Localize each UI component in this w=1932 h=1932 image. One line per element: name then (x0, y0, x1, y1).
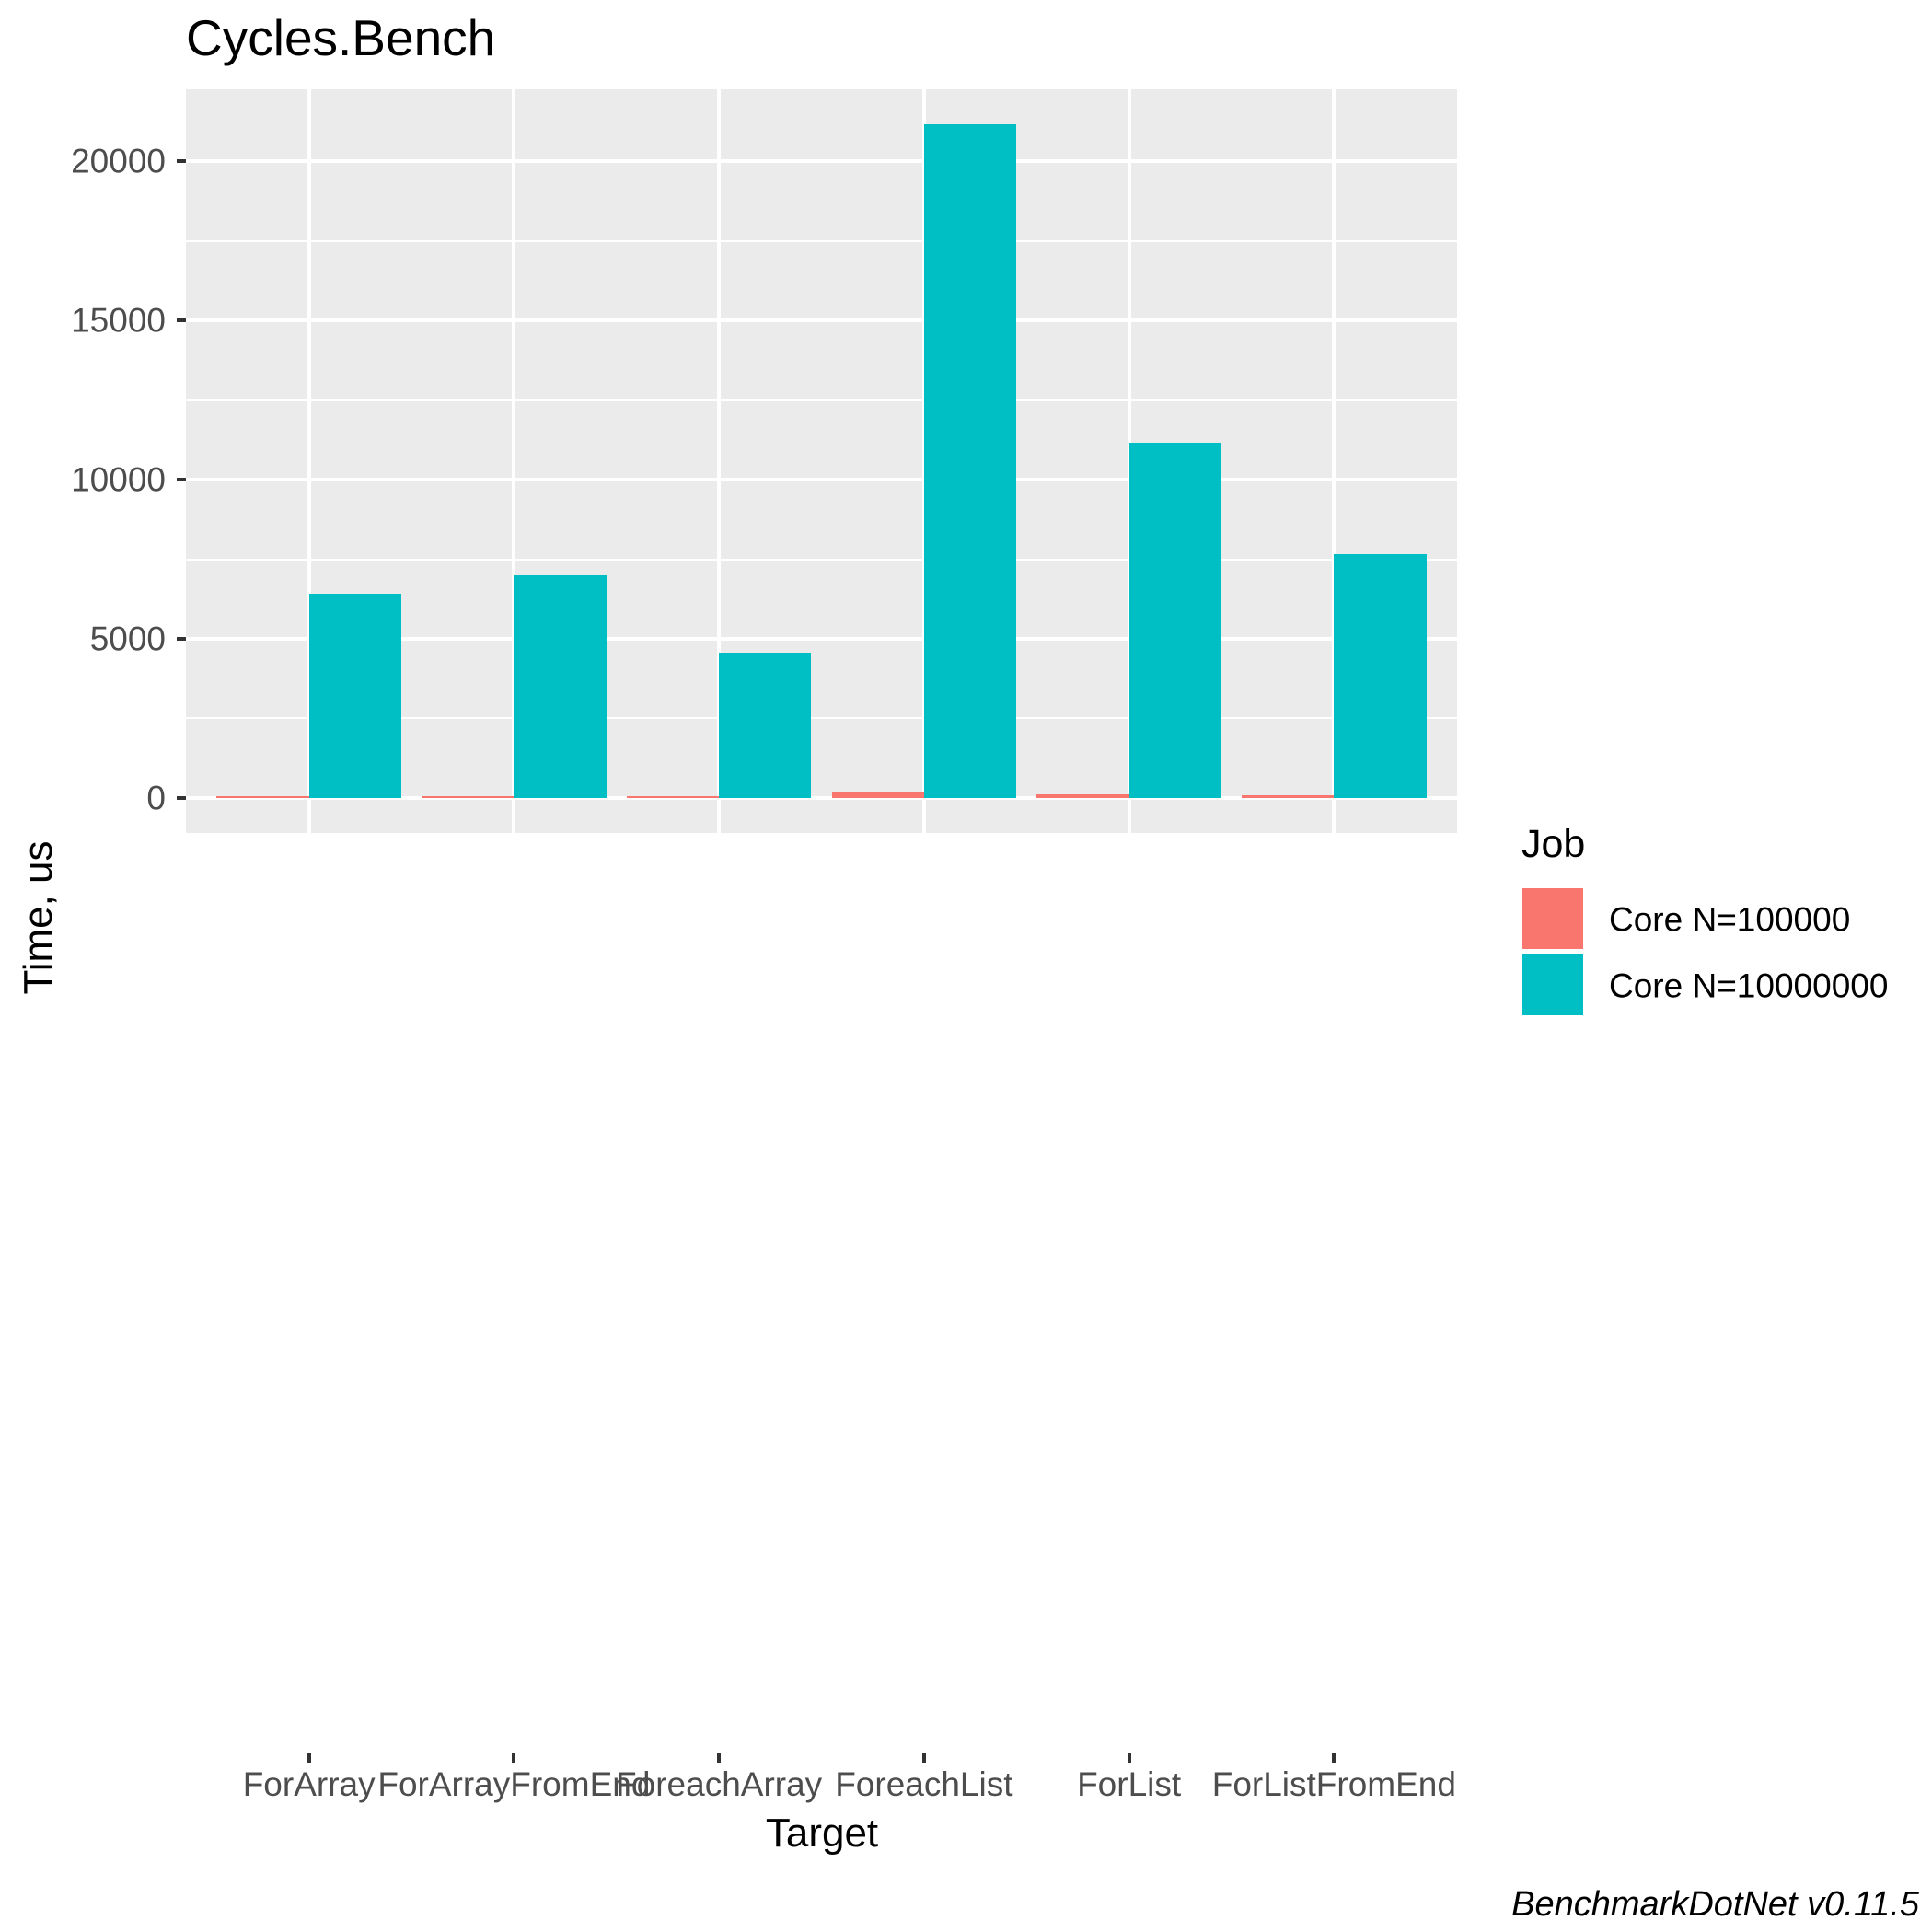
y-tick-mark (177, 795, 186, 800)
major-gridline (186, 795, 1457, 800)
bar-forarrayfromend-series-1 (422, 795, 515, 798)
x-tick-mark (307, 1753, 311, 1763)
plot-panel (186, 89, 1457, 833)
minor-gridline (186, 399, 1457, 401)
vertical-gridline (1332, 89, 1336, 833)
y-tick-label: 0 (146, 779, 166, 817)
minor-gridline (186, 239, 1457, 242)
x-axis-title: Target (765, 1811, 879, 1856)
bar-foreacharray-series-1 (626, 796, 720, 798)
x-tick-label: ForArrayFromEnd (377, 1765, 651, 1803)
y-tick-label: 5000 (89, 619, 166, 658)
y-axis-title: Time, us (16, 840, 61, 995)
legend-key-swatch-core-n-10000000 (1522, 954, 1583, 1015)
bar-foreacharray-series-2 (719, 653, 812, 798)
x-tick-label: ForListFromEnd (1211, 1765, 1456, 1803)
legend-key-swatch-core-n-100000 (1522, 888, 1583, 949)
x-tick-mark (717, 1753, 722, 1763)
y-tick-label: 10000 (71, 460, 166, 499)
bar-forlistfromend-series-1 (1242, 795, 1335, 798)
bar-forarray-series-2 (308, 593, 401, 798)
caption: BenchmarkDotNet v0.11.5 (1511, 1885, 1919, 1924)
minor-gridline (186, 717, 1457, 720)
y-tick-mark (177, 318, 186, 323)
y-tick-label: 15000 (71, 301, 166, 340)
minor-gridline (186, 558, 1457, 561)
y-tick-mark (177, 478, 186, 482)
y-tick-label: 20000 (71, 142, 166, 180)
x-tick-label: ForList (1077, 1765, 1182, 1803)
vertical-gridline (307, 89, 311, 833)
legend-title: Job (1521, 822, 1586, 866)
bar-forarray-series-1 (216, 795, 309, 798)
x-tick-mark (1127, 1753, 1131, 1763)
bar-forlist-series-1 (1036, 793, 1129, 798)
y-tick-mark (177, 637, 186, 641)
bar-forlistfromend-series-2 (1334, 553, 1427, 798)
x-tick-mark (921, 1753, 926, 1763)
vertical-gridline (512, 89, 516, 833)
major-gridline (186, 637, 1457, 641)
x-tick-mark (512, 1753, 516, 1763)
x-tick-mark (1332, 1753, 1336, 1763)
bar-foreachlist-series-1 (831, 791, 924, 798)
x-tick-label: ForeachList (835, 1765, 1013, 1803)
x-tick-label: ForeachArray (616, 1765, 823, 1803)
vertical-gridline (717, 89, 722, 833)
legend-label-core-n-10000000: Core N=10000000 (1609, 966, 1889, 1005)
major-gridline (186, 318, 1457, 323)
major-gridline (186, 478, 1457, 482)
bar-foreachlist-series-2 (923, 123, 1017, 798)
bar-forlist-series-2 (1128, 442, 1221, 798)
chart-title: Cycles.Bench (186, 9, 496, 66)
major-gridline (186, 159, 1457, 164)
x-tick-label: ForArray (242, 1765, 376, 1803)
bar-forarrayfromend-series-2 (514, 575, 607, 798)
y-tick-mark (177, 159, 186, 164)
legend-label-core-n-100000: Core N=100000 (1609, 900, 1851, 939)
